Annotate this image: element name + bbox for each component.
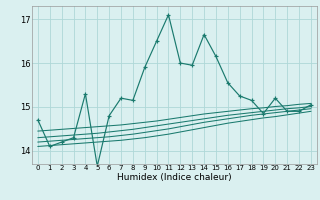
X-axis label: Humidex (Indice chaleur): Humidex (Indice chaleur)	[117, 173, 232, 182]
